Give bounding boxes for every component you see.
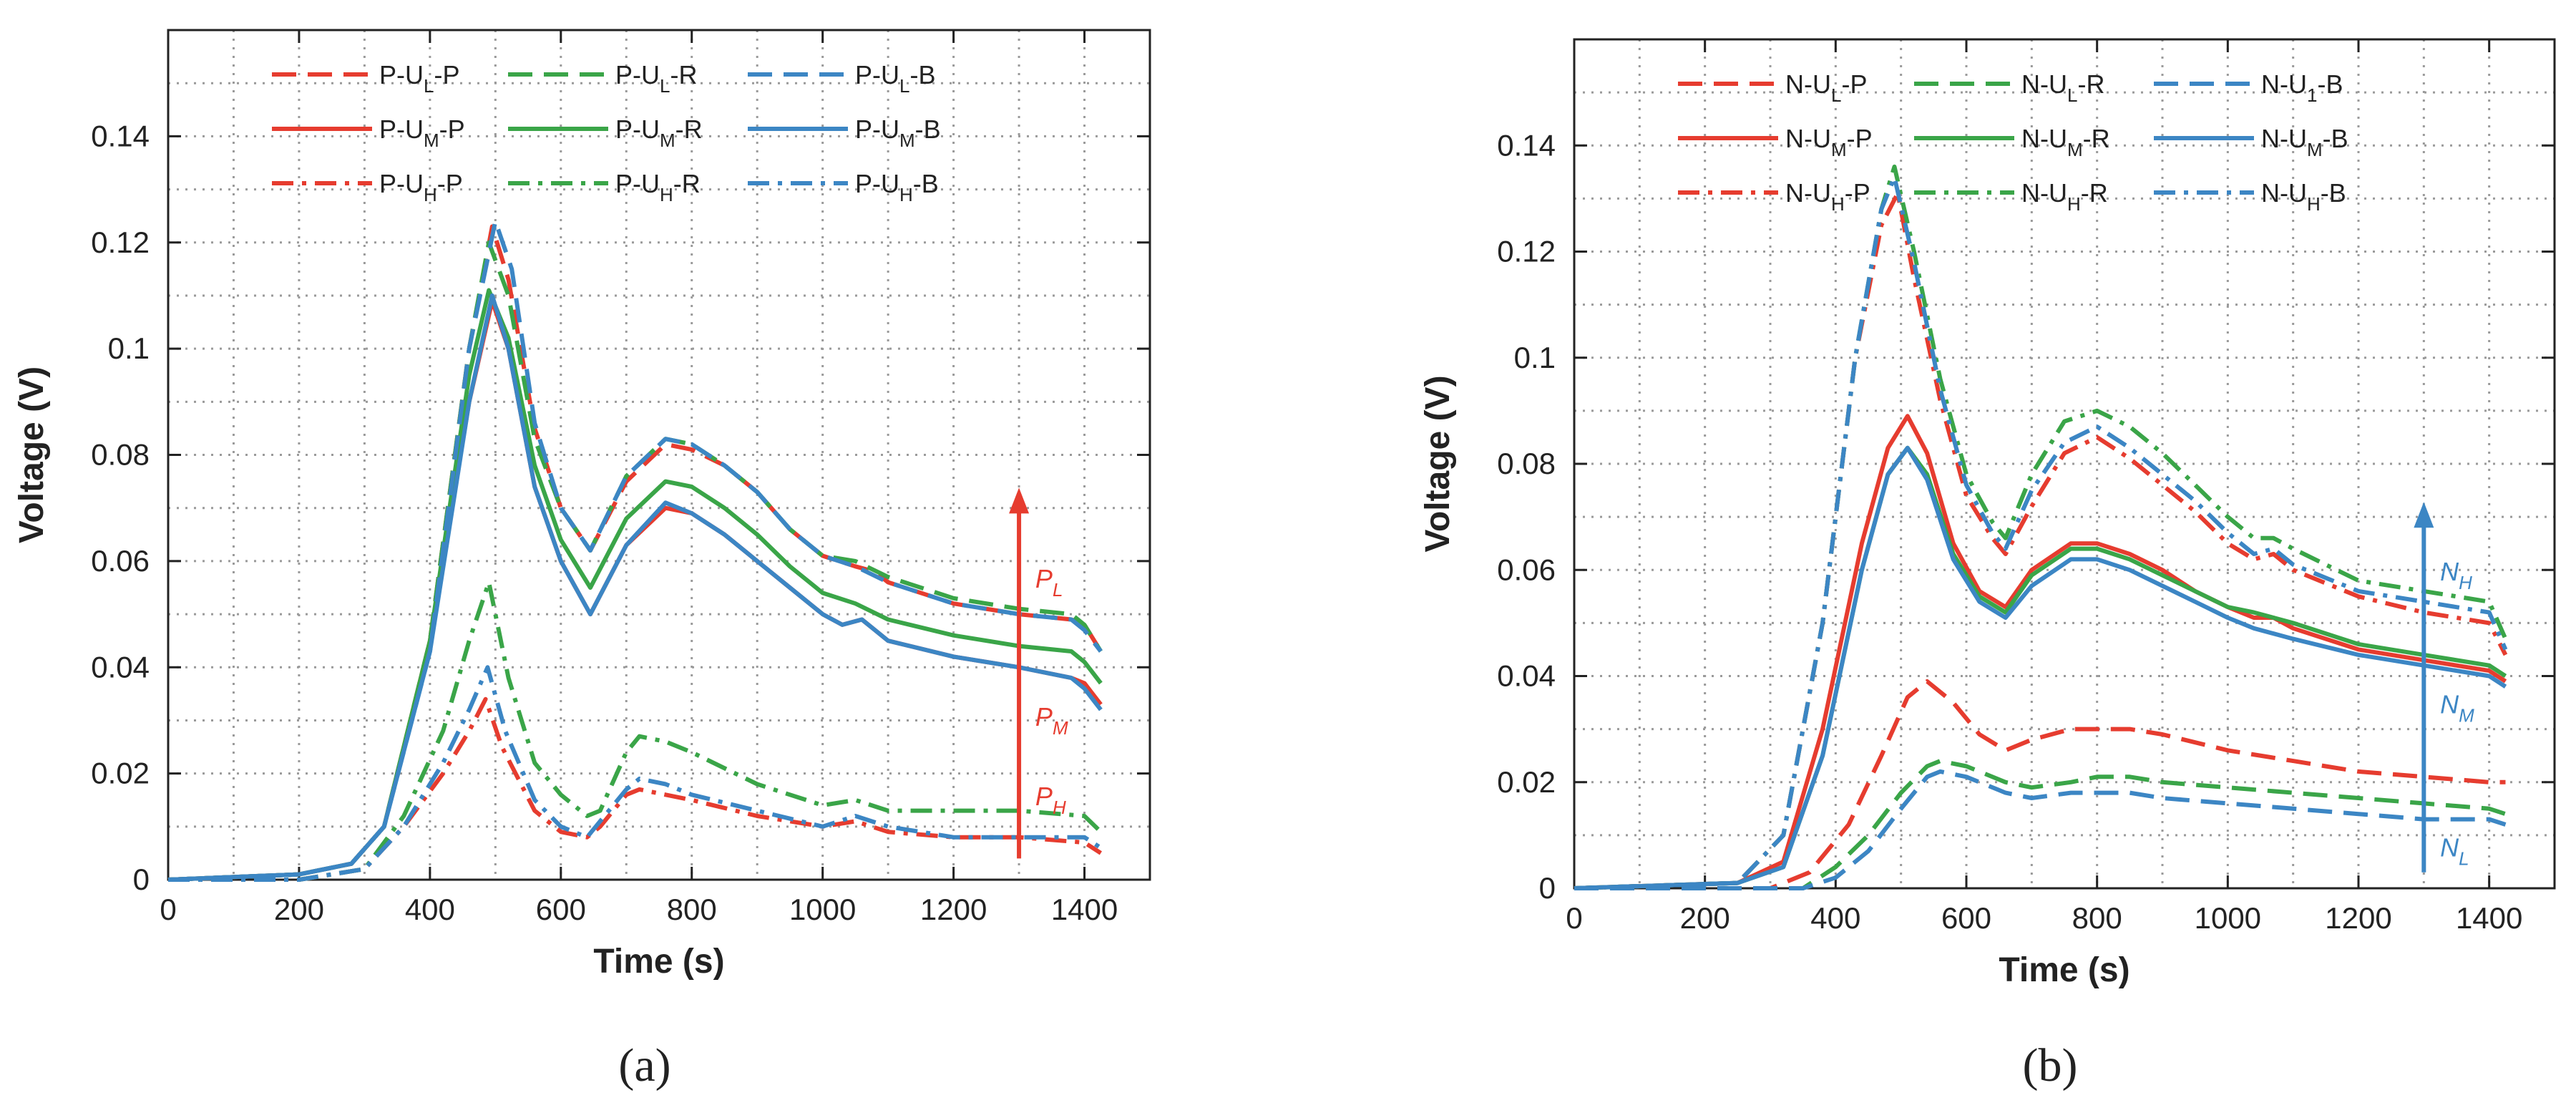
- chart-a-legend-label: P-UH-P: [379, 169, 463, 205]
- chart-a-annotation-label: PH: [1035, 782, 1066, 818]
- chart-b-legend-label: N-UM-P: [1785, 124, 1873, 160]
- chart-b-series-line: [1574, 414, 2507, 890]
- chart-a-series-line: [167, 224, 1103, 882]
- chart-a-series-line: [167, 240, 1103, 882]
- chart-b-ytick-label: 0.02: [1497, 765, 1556, 799]
- chart-b-xtick-label: 1200: [2325, 901, 2391, 935]
- chart-b-xtick-label: 800: [2072, 901, 2122, 935]
- chart-a-xtick-label: 200: [274, 893, 324, 926]
- chart-a-legend-label: P-UL-B: [855, 60, 935, 97]
- chart-b-legend-label: N-U1-B: [2261, 69, 2343, 106]
- chart-b-ytick-label: 0.1: [1514, 341, 1556, 374]
- chart-a-ytick-label: 0.1: [108, 331, 150, 365]
- chart-a-annotation-label: PL: [1035, 564, 1063, 601]
- chart-b-xtick-label: 1000: [2195, 901, 2261, 935]
- chart-b-legend-label: N-UH-B: [2261, 178, 2346, 215]
- chart-a-legend: P-UL-P P-UM-P P-UH-P P-UL-R P-UM-R P-UH-R P-UL…: [272, 60, 941, 205]
- chart-a-series-line: [168, 580, 1103, 882]
- chart-a-series-line: [168, 665, 1103, 882]
- chart-a-ytick-label: 0: [133, 863, 150, 896]
- chart-a-xtick-label: 400: [405, 893, 455, 926]
- chart-a-x-axis-label: Time (s): [593, 943, 724, 981]
- chart-b-xtick-label: 0: [1566, 901, 1582, 935]
- chart-a-panel-label: (a): [618, 1039, 670, 1092]
- chart-b-series-line: [1574, 769, 2507, 890]
- chart-b-series-line: [1574, 759, 2507, 890]
- chart-b-ytick-label: 0.06: [1497, 553, 1556, 586]
- chart-b-annotation-label: NH: [2440, 557, 2472, 593]
- chart-b-annotation-label: NL: [2440, 833, 2469, 870]
- chart-b-ytick-label: 0: [1539, 871, 1556, 905]
- chart-b-legend-label: N-UH-P: [1785, 178, 1870, 215]
- chart-b-series-line: [1574, 175, 2508, 890]
- chart-b-y-axis-label: Voltage (V): [1419, 375, 1457, 552]
- chart-b-series-line: [1574, 679, 2506, 890]
- chart-a-legend-label: P-UM-R: [615, 115, 703, 151]
- chart-a-series-line: [167, 293, 1103, 882]
- chart-b-series-line: [1574, 445, 2507, 890]
- chart-b-series-line: [1574, 164, 2508, 890]
- chart-a-xtick-label: 0: [160, 893, 176, 926]
- chart-b-annotation-label: NM: [2440, 689, 2474, 726]
- chart-a-ytick-label: 0.14: [91, 119, 150, 152]
- chart-b-legend-label: N-UL-P: [1785, 69, 1867, 106]
- chart-b-series-line: [1574, 191, 2508, 890]
- chart-a-ytick-label: 0.04: [91, 650, 150, 684]
- chart-a-ytick-label: 0.08: [91, 438, 150, 472]
- chart-a-ytick-label: 0.12: [91, 225, 150, 259]
- chart-b-x-axis-label: Time (s): [1999, 951, 2129, 989]
- chart-b-ytick-label: 0.14: [1497, 128, 1556, 162]
- chart-a-legend-label: P-UM-P: [379, 115, 465, 151]
- chart-b-xtick-label: 200: [1680, 901, 1730, 935]
- chart-a-annotation-label: PM: [1035, 702, 1068, 739]
- chart-b-legend-label: N-UM-R: [2021, 124, 2110, 160]
- chart-a-series-line: [167, 219, 1103, 882]
- chart-b-arrow-head: [2414, 502, 2434, 528]
- chart-a-series-line: [168, 696, 1103, 882]
- chart-a-xtick-label: 600: [536, 893, 586, 926]
- chart-b-legend-label: N-UM-B: [2261, 124, 2348, 160]
- chart-b-xtick-label: 600: [1941, 901, 1991, 935]
- chart-a-arrow-head: [1009, 487, 1030, 514]
- chart-a-xtick-label: 1200: [920, 893, 987, 926]
- chart-a-ytick-label: 0.02: [91, 757, 150, 790]
- chart-a-xtick-label: 1000: [789, 893, 856, 926]
- chart-a-legend-label: P-UM-B: [855, 115, 941, 151]
- chart-b-panel-label: (b): [2023, 1039, 2078, 1092]
- chart-a-legend-label: P-UL-R: [615, 60, 697, 97]
- chart-a-xtick-label: 800: [667, 893, 717, 926]
- chart-b-ytick-label: 0.12: [1497, 235, 1556, 268]
- chart-panel-a: 0 200 400 600 800 1000 1200 1400 0 0.02 0.04 0.06 0.…: [13, 29, 1151, 1092]
- chart-b-ytick-label: 0.08: [1497, 447, 1556, 480]
- chart-b-legend: N-UL-P N-UM-P N-UH-P N-UL-R N-UM-R N-UH-R N-U1…: [1678, 69, 2348, 215]
- chart-b-ytick-label: 0.04: [1497, 659, 1556, 693]
- chart-a-xtick-label: 1400: [1051, 893, 1118, 926]
- chart-b-legend-label: N-UL-R: [2021, 69, 2104, 106]
- chart-b-series-line: [1574, 445, 2507, 890]
- chart-b-xtick-label: 1400: [2456, 901, 2522, 935]
- chart-a-legend-label: P-UH-R: [615, 169, 701, 205]
- chart-a-ytick-label: 0.06: [91, 544, 150, 578]
- chart-a-y-axis-label: Voltage (V): [13, 366, 51, 543]
- chart-b-legend-label: N-UH-R: [2021, 178, 2108, 215]
- chart-a-legend-label: P-UL-P: [379, 60, 459, 97]
- chart-panel-b: 0 200 400 600 800 1000 1200 1400 0 0.02 0.04 0.06 0.…: [1419, 38, 2556, 1092]
- chart-b-xtick-label: 400: [1810, 901, 1860, 935]
- chart-a-legend-label: P-UH-B: [855, 169, 939, 205]
